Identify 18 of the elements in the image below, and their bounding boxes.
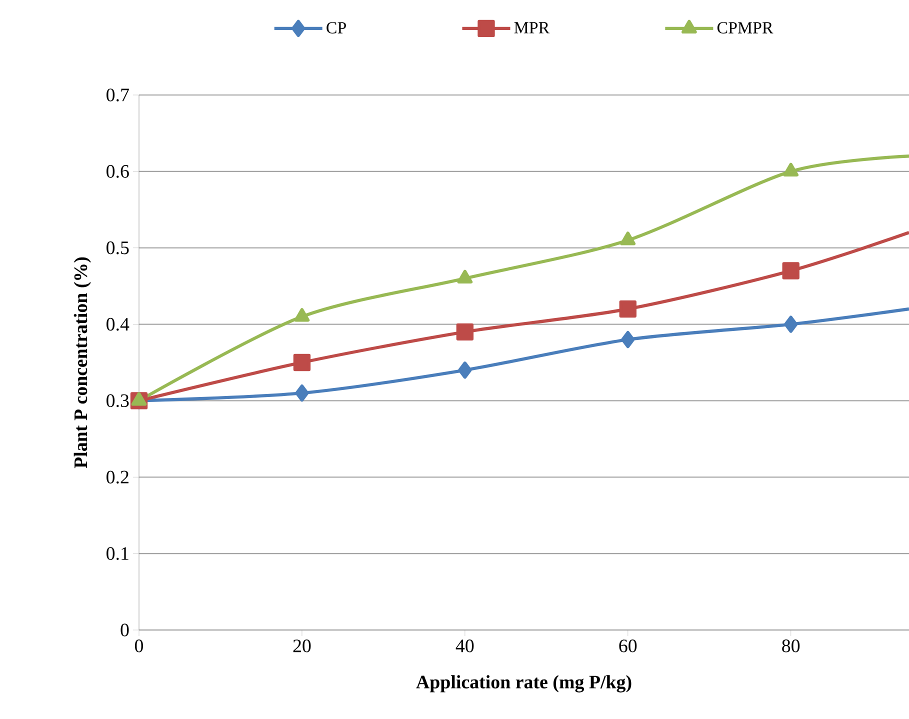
y-tick-label: 0.5 [106, 241, 129, 254]
y-tick-label: 0.3 [106, 394, 129, 408]
y-tick-label: 0.7 [106, 88, 129, 102]
x-tick-label: 20 [293, 640, 311, 652]
x-tick-label: 80 [782, 640, 800, 652]
legend-label: MPR [514, 22, 550, 34]
y-tick-label: 0 [120, 624, 129, 636]
y-tick-label: 0.6 [106, 165, 129, 178]
y-tick-label: 0.1 [106, 547, 128, 560]
x-axis-title: Application rate (mg P/kg) [416, 675, 632, 692]
legend-label: CP [326, 22, 346, 34]
x-tick-label: 0 [134, 640, 143, 652]
y-tick-label: 0.4 [106, 318, 130, 331]
y-tick-label: 0.2 [106, 470, 128, 484]
x-tick-label: 40 [456, 640, 474, 652]
legend-label: CPMPR [717, 22, 774, 34]
y-axis-title: Plant P concentration (%) [74, 257, 91, 468]
x-tick-label: 60 [619, 640, 637, 652]
